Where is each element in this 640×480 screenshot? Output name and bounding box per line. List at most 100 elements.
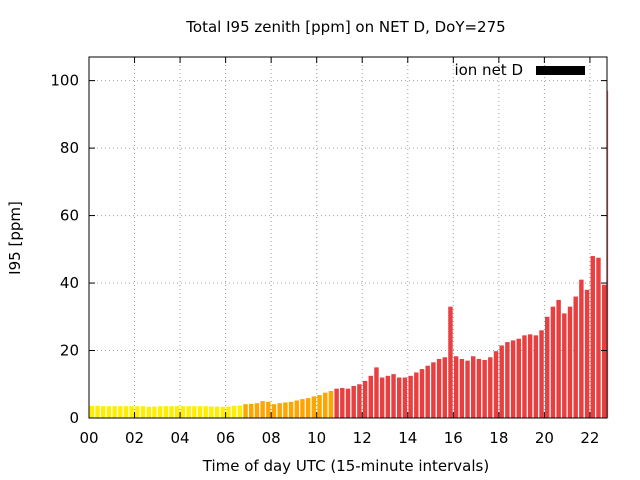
bar: [374, 367, 379, 418]
bar: [453, 356, 459, 418]
bar: [231, 405, 237, 418]
bar: [192, 406, 197, 418]
bar: [567, 306, 573, 418]
bar: [391, 374, 396, 418]
bar: [186, 406, 191, 418]
x-tick-label: 00: [79, 429, 98, 447]
y-tick-label: 0: [69, 409, 79, 427]
bar: [340, 387, 345, 418]
bar: [596, 257, 601, 418]
bar: [533, 335, 539, 418]
bar: [522, 335, 527, 418]
bar: [254, 403, 260, 418]
x-tick-label: 08: [262, 429, 281, 447]
bar: [334, 388, 339, 418]
bar: [106, 406, 112, 418]
bar: [493, 351, 499, 418]
bar: [584, 289, 590, 418]
bar: [379, 377, 385, 418]
bar: [505, 342, 510, 418]
bar: [601, 284, 607, 418]
chart-title: Total I95 zenith [ppm] on NET D, DoY=275: [185, 18, 505, 36]
bar: [277, 403, 282, 418]
x-tick-label: 02: [125, 429, 144, 447]
legend: ion net D: [454, 61, 585, 79]
bar: [243, 404, 248, 418]
legend-label: ion net D: [454, 61, 523, 79]
y-tick-label: 20: [60, 342, 79, 360]
grid: [89, 57, 607, 418]
bar: [442, 357, 447, 418]
bar: [516, 338, 521, 418]
bar: [368, 375, 373, 418]
x-tick-label: 22: [580, 429, 599, 447]
bar: [510, 340, 516, 418]
bar: [112, 406, 117, 418]
bar: [499, 345, 504, 418]
x-tick-label: 10: [307, 429, 326, 447]
bar: [140, 406, 146, 418]
bar: [271, 404, 277, 418]
bar: [431, 362, 436, 418]
bar: [545, 316, 550, 418]
bar: [288, 401, 294, 418]
bar: [448, 306, 453, 418]
bar: [527, 334, 533, 418]
bar: [311, 396, 317, 418]
y-tick-label: 60: [60, 207, 79, 225]
bar: [465, 360, 470, 418]
x-tick-label: 20: [535, 429, 554, 447]
bar: [385, 375, 391, 418]
x-tick-label: 16: [444, 429, 463, 447]
bar: [408, 375, 413, 418]
bar: [220, 406, 225, 418]
bar: [328, 391, 334, 418]
y-tick-label: 40: [60, 274, 79, 292]
bar: [180, 406, 186, 418]
bar: [357, 384, 362, 418]
bar: [471, 356, 476, 418]
bar: [323, 392, 328, 418]
bar: [488, 357, 493, 418]
bar: [425, 365, 430, 418]
plot-frame: [88, 56, 608, 419]
bar: [436, 358, 442, 418]
bar: [317, 395, 322, 418]
bar: [266, 401, 271, 418]
x-tick-label: 14: [398, 429, 417, 447]
bar: [163, 406, 169, 418]
bar: [579, 279, 584, 418]
x-tick-label: 06: [216, 429, 235, 447]
bar: [237, 405, 243, 418]
bar: [123, 406, 129, 418]
x-axis: 00 02 04 06 08 10 12 14 16 18 20 22: [79, 57, 599, 447]
bar: [260, 401, 265, 418]
bar: [209, 406, 214, 418]
bar: [590, 256, 595, 418]
bar: [249, 403, 254, 418]
bars: [89, 90, 609, 419]
y-axis: 0 20 40 60 80 100: [50, 72, 607, 427]
y-tick-label: 80: [60, 139, 79, 157]
bar: [573, 296, 578, 418]
bar: [402, 377, 408, 418]
bar: [129, 406, 134, 418]
bar: [414, 372, 419, 418]
bar: [362, 380, 368, 418]
bar: [214, 406, 220, 418]
y-axis-label: I95 [ppm]: [6, 201, 24, 275]
x-tick-label: 04: [171, 429, 190, 447]
bar: [459, 358, 465, 418]
bar: [345, 388, 351, 418]
bar: [152, 406, 157, 418]
bar: [95, 405, 100, 418]
x-axis-label: Time of day UTC (15-minute intervals): [202, 457, 489, 475]
bar: [305, 398, 311, 418]
bar: [482, 359, 487, 418]
bar: [476, 358, 482, 418]
bar: [562, 313, 567, 418]
bar: [397, 377, 402, 418]
bar: [203, 406, 208, 418]
bar: [226, 406, 231, 418]
